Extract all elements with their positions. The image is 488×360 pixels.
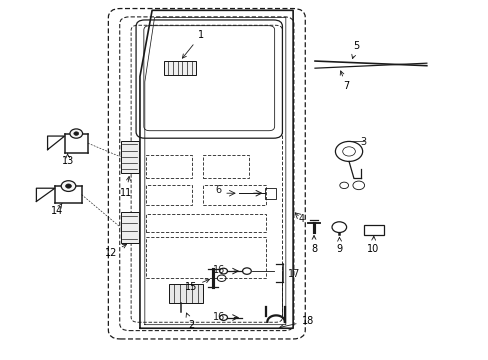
Bar (146, 214, 266, 232)
Bar (120, 141, 139, 173)
Text: 2: 2 (186, 313, 194, 330)
Text: 11: 11 (120, 176, 132, 198)
Circle shape (74, 132, 79, 135)
Bar (146, 237, 266, 278)
Bar (146, 155, 192, 178)
Circle shape (61, 181, 76, 192)
Bar (203, 185, 266, 205)
Text: 18: 18 (279, 316, 313, 328)
Bar (265, 188, 276, 199)
Bar (363, 225, 383, 235)
Text: 16: 16 (212, 312, 224, 322)
Bar (120, 212, 139, 243)
Text: 17: 17 (287, 269, 300, 279)
Text: 10: 10 (366, 236, 379, 253)
Text: 13: 13 (62, 153, 74, 166)
Text: 14: 14 (51, 203, 63, 216)
Circle shape (70, 129, 82, 138)
Text: 6: 6 (215, 185, 222, 195)
Text: 8: 8 (310, 235, 316, 253)
Circle shape (65, 184, 71, 188)
Bar (203, 155, 249, 178)
Text: 9: 9 (336, 237, 342, 253)
Bar (146, 185, 192, 205)
Text: 1: 1 (182, 30, 203, 58)
Bar (169, 284, 203, 303)
Text: 12: 12 (104, 244, 126, 258)
Text: 3: 3 (360, 138, 366, 148)
Bar (164, 61, 196, 75)
Text: 16: 16 (212, 265, 224, 275)
Text: 5: 5 (351, 41, 359, 59)
Text: 15: 15 (184, 279, 209, 292)
Text: 7: 7 (340, 71, 349, 91)
Text: 4: 4 (298, 214, 305, 224)
